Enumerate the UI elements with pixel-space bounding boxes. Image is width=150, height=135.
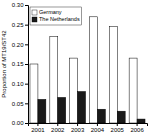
tick-label: 0.05: [12, 101, 24, 107]
tick-mark: [97, 123, 98, 126]
tick-label: 2003: [71, 127, 85, 133]
bar: [50, 36, 58, 123]
tick-label: 0.25: [12, 22, 24, 28]
bar: [129, 58, 137, 123]
y-axis: 0.00 0.05 0.10 0.15 0.20 0.25 0.30: [12, 2, 29, 126]
legend-swatch: [32, 17, 37, 22]
tick-label: 0.15: [12, 61, 24, 67]
tick: 2001: [31, 123, 45, 133]
tick-mark: [57, 123, 58, 126]
tick: 0.15: [12, 61, 28, 67]
bar: [89, 17, 97, 123]
tick-mark: [25, 25, 28, 26]
bar: [58, 97, 66, 123]
x-axis: 2001 2002 2003 2004 2005 2006: [29, 123, 148, 133]
tick: 2003: [71, 123, 85, 133]
tick-label: 2004: [91, 127, 105, 133]
tick: 0.20: [12, 42, 28, 48]
axis-line: [25, 6, 29, 124]
chart: 2001 2002 2003 2004 2005 2006 0.00 0.05 0.10 0.15…: [0, 0, 150, 135]
y-axis-title: Proportion of MT19/ST42: [1, 30, 7, 98]
tick: 0.25: [12, 22, 28, 28]
legend-swatch: [32, 10, 37, 15]
tick-mark: [25, 44, 28, 45]
tick-label: 0.00: [12, 120, 24, 126]
tick-mark: [117, 123, 118, 126]
tick-label: 2006: [130, 127, 144, 133]
tick-label: 0.20: [12, 42, 24, 48]
legend-frame: [30, 7, 82, 25]
axis-line: [29, 124, 148, 127]
bar: [78, 92, 86, 123]
tick-label: 2005: [111, 127, 125, 133]
tick-label: 0.10: [12, 81, 24, 87]
tick-mark: [37, 123, 38, 126]
tick: 2006: [130, 123, 144, 133]
tick-label: 2002: [51, 127, 65, 133]
legend: GermanyThe Netherlands: [30, 7, 82, 25]
tick-mark: [25, 5, 28, 6]
tick-label: 0.30: [12, 2, 24, 8]
tick: 0.30: [12, 2, 28, 8]
tick: 2004: [91, 123, 105, 133]
tick-mark: [25, 103, 28, 104]
tick: 0.00: [12, 120, 28, 126]
tick-mark: [25, 123, 28, 124]
bar: [70, 58, 78, 123]
bars: [30, 17, 145, 123]
bar: [30, 64, 38, 123]
plot: 2001 2002 2003 2004 2005 2006 0.00 0.05 0.10 0.15…: [12, 2, 148, 132]
tick: 2005: [111, 123, 125, 133]
bar: [109, 27, 117, 123]
tick: 0.05: [12, 101, 28, 107]
tick-label: 2001: [31, 127, 45, 133]
tick: 2002: [51, 123, 65, 133]
tick-mark: [25, 64, 28, 65]
tick-mark: [137, 123, 138, 126]
bar: [97, 109, 105, 123]
tick-mark: [25, 84, 28, 85]
bar: [117, 111, 125, 123]
tick: 0.10: [12, 81, 28, 87]
tick-mark: [77, 123, 78, 126]
bar: [137, 119, 145, 123]
legend-label: Germany: [39, 9, 62, 15]
legend-label: The Netherlands: [39, 16, 80, 22]
bar: [38, 99, 46, 123]
